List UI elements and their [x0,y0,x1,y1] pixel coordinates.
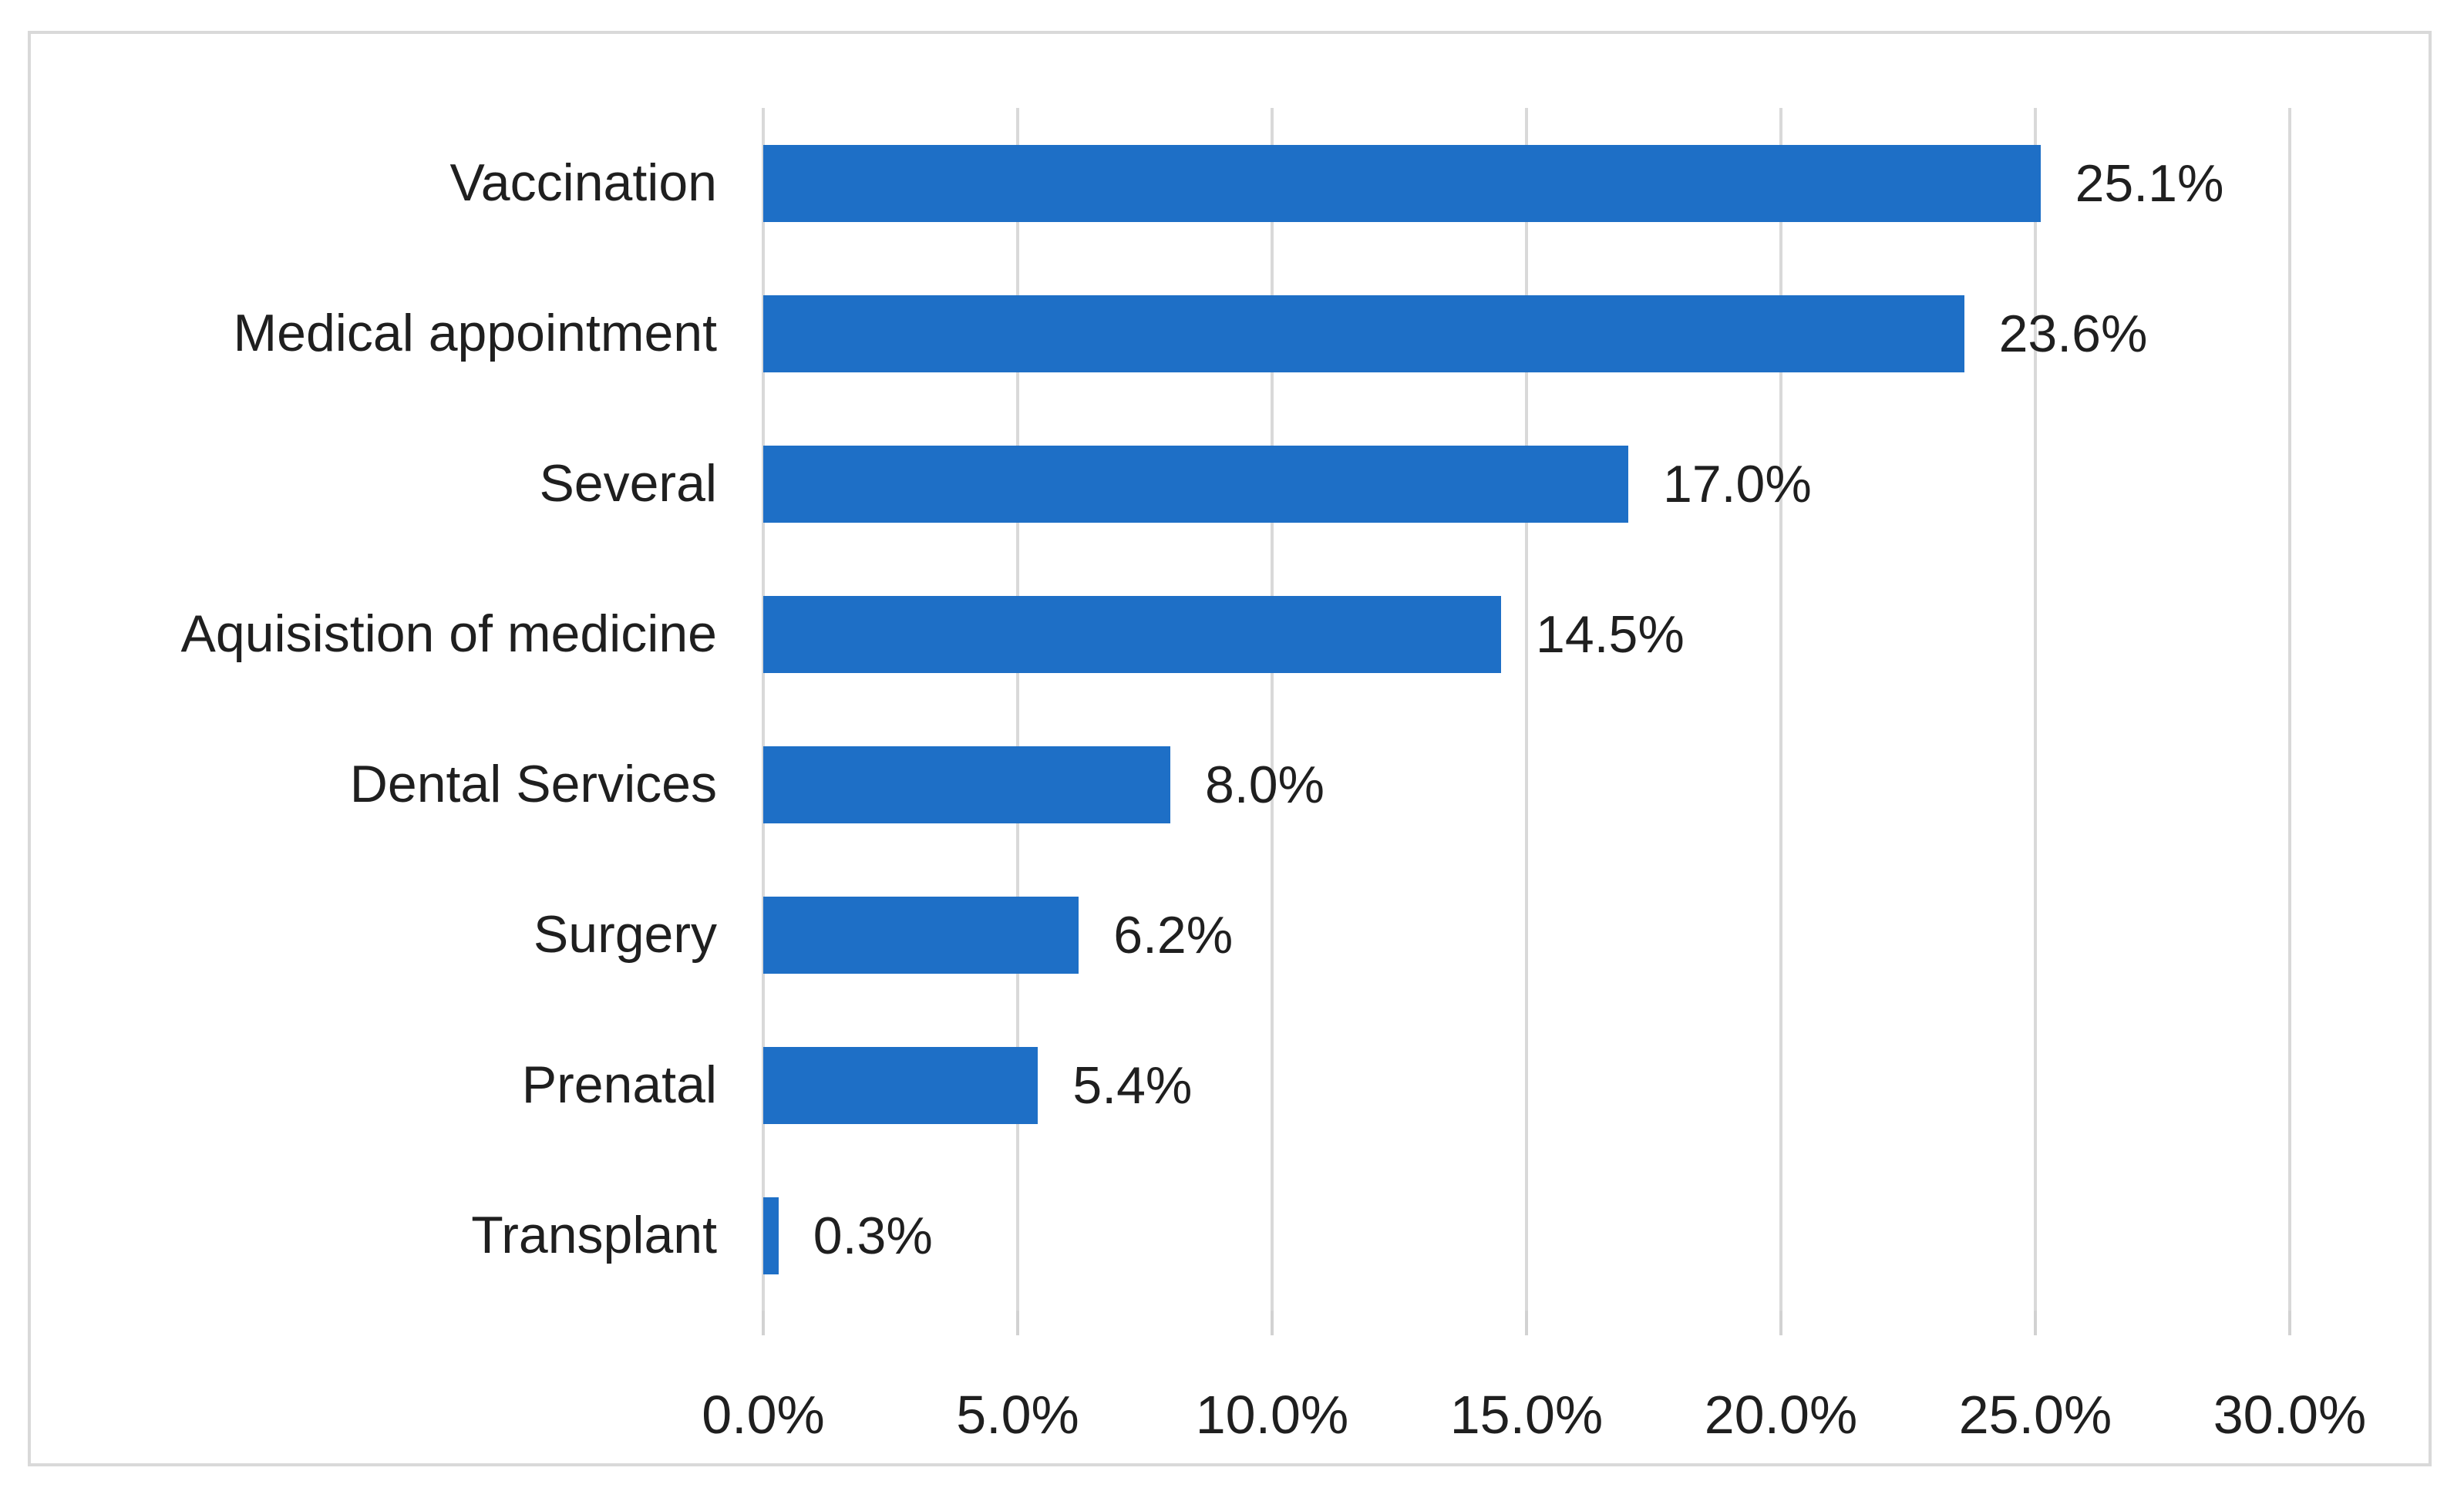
bar-track: 0.3% [763,1160,2290,1311]
category-label: Dental Services [349,755,717,814]
bar-track: 14.5% [763,559,2290,709]
x-axis-tick-label: 20.0% [1704,1385,1858,1445]
chart-row: Transplant 0.3% [31,1160,2290,1311]
x-axis-tick-label: 25.0% [1958,1385,2112,1445]
bar-track: 6.2% [763,860,2290,1010]
axis-tick-mark [1779,1311,1782,1335]
value-label: 17.0% [1663,454,1812,513]
value-label: 5.4% [1072,1055,1193,1115]
bar [763,295,1964,372]
axis-tick-mark [2034,1311,2037,1335]
bar [763,1046,1038,1124]
category-label: Medical appointment [233,304,717,363]
value-label: 14.5% [1536,604,1685,664]
chart-row: Aquisistion of medicine 14.5% [31,559,2290,709]
chart-row: Medical appointment 23.6% [31,258,2290,409]
x-axis-tick-label: 30.0% [2213,1385,2367,1445]
bar [763,144,2041,222]
category-label: Vaccination [449,153,717,213]
bar [763,1197,779,1274]
axis-tick-mark [1016,1311,1019,1335]
chart-row: Vaccination 25.1% [31,108,2290,258]
bar-track: 25.1% [763,108,2290,258]
chart-row: Dental Services 8.0% [31,709,2290,860]
category-label: Aquisistion of medicine [180,604,717,664]
chart-row: Prenatal 5.4% [31,1010,2290,1160]
gridline [1779,108,1782,1311]
value-label: 23.6% [1998,304,2148,363]
value-label: 8.0% [1204,755,1325,814]
category-label: Transplant [471,1206,717,1265]
bar [763,445,1628,523]
bar-track: 17.0% [763,409,2290,559]
gridline [2288,108,2291,1311]
chart-row: Surgery 6.2% [31,860,2290,1010]
axis-tick-mark [762,1311,765,1335]
axis-tick-mark [1271,1311,1274,1335]
category-label: Several [539,454,717,513]
x-axis-tick-label: 0.0% [702,1385,825,1445]
value-label: 25.1% [2075,153,2224,213]
category-label: Prenatal [521,1055,717,1115]
bar [763,896,1079,974]
x-axis-tick-label: 5.0% [956,1385,1079,1445]
category-label: Surgery [533,905,717,964]
bar-track: 23.6% [763,258,2290,409]
chart-row: Several 17.0% [31,409,2290,559]
bar-track: 5.4% [763,1010,2290,1160]
gridline [1016,108,1019,1311]
gridline [1271,108,1274,1311]
x-axis-tick-label: 10.0% [1195,1385,1349,1445]
x-axis-tick-label: 15.0% [1449,1385,1604,1445]
bar-rows-container: Vaccination 25.1% Medical appointment 23… [31,108,2290,1311]
value-label: 6.2% [1113,905,1234,964]
bar-track: 8.0% [763,709,2290,860]
bar [763,595,1501,673]
axis-tick-mark [1525,1311,1528,1335]
gridline [2034,108,2037,1311]
gridline [1525,108,1528,1311]
bar [763,746,1170,823]
value-label: 0.3% [813,1206,933,1265]
axis-tick-mark [2288,1311,2291,1335]
chart-frame [28,31,2432,1466]
gridline [762,108,765,1311]
